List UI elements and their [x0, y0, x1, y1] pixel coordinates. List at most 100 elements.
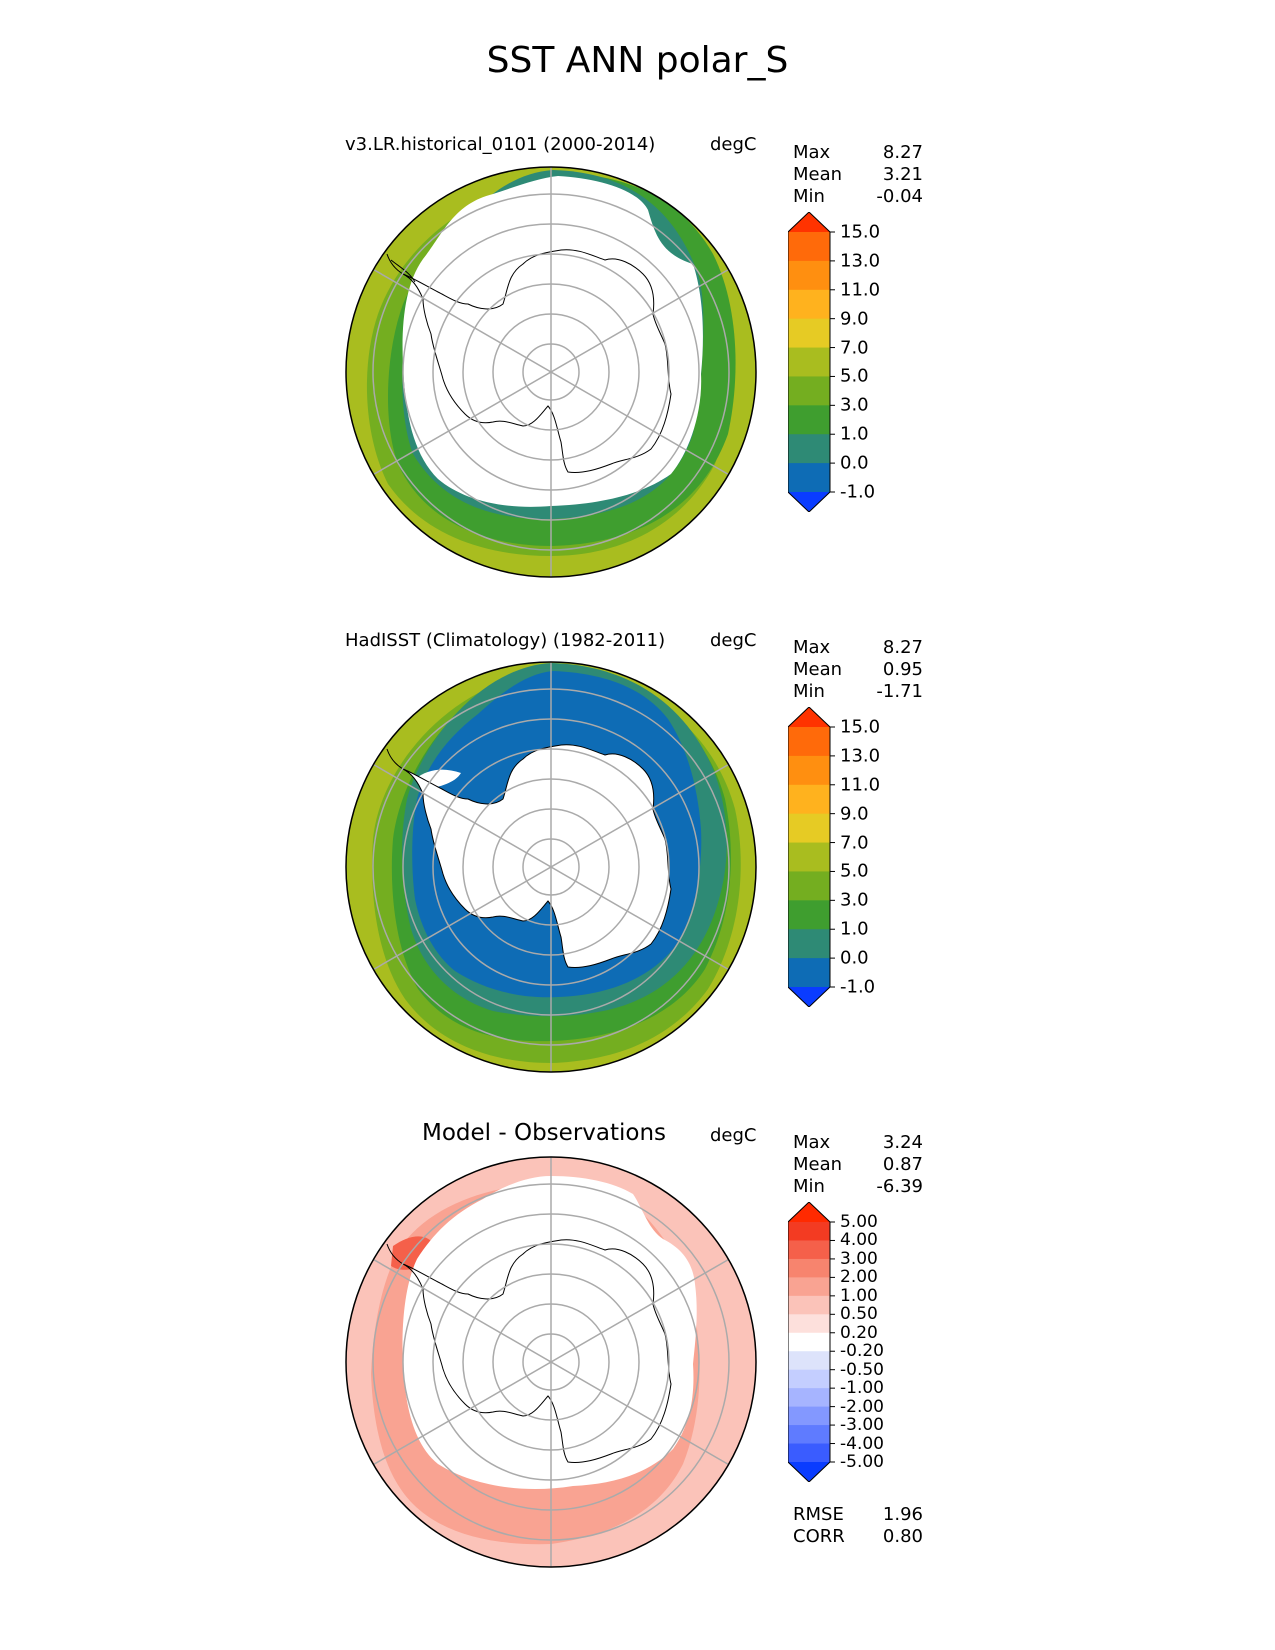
stat-min: Min -0.04 — [793, 186, 923, 208]
colorbar-tick-label: 3.0 — [840, 889, 869, 911]
colorbar-segment — [788, 463, 830, 493]
colorbar-tick-label: 4.00 — [840, 1230, 878, 1251]
stat-label: Min — [793, 681, 825, 702]
colorbar-segment — [788, 958, 830, 988]
colorbar-tick-label: 1.0 — [840, 423, 869, 445]
colorbar-tick-label: -2.00 — [840, 1396, 884, 1417]
panel-model: v3.LR.historical_0101 (2000-2014) degC M… — [0, 120, 1275, 590]
colorbar-tick-label: -4.00 — [840, 1433, 884, 1454]
colorbar-segment — [788, 434, 830, 464]
stat-label: Max — [793, 1132, 831, 1153]
colorbar-extend-max — [788, 212, 830, 232]
colorbar-tick-label: 13.0 — [840, 745, 881, 767]
antarctica-landmass — [386, 744, 672, 968]
map-boundary — [345, 166, 757, 578]
stat-value: 0.87 — [882, 1154, 923, 1175]
stat-label: Max — [793, 637, 831, 658]
colorbar-segment — [788, 232, 830, 262]
colorbar-segment — [788, 1258, 830, 1278]
colorbar-segment — [788, 871, 830, 901]
colorbar-segment — [788, 1388, 830, 1408]
colorbar-extend-min — [788, 492, 830, 512]
colorbar-tick-label: 0.20 — [840, 1322, 878, 1343]
colorbar-tick-label: -3.00 — [840, 1415, 884, 1436]
colorbar-segment — [788, 405, 830, 435]
figure-title: SST ANN polar_S — [486, 40, 789, 81]
map-boundary — [345, 661, 757, 1073]
colorbar-tick-label: 3.0 — [840, 394, 869, 416]
colorbar-segment — [788, 1443, 830, 1463]
colorbar-segment — [788, 1406, 830, 1426]
colorbar-tick-label: 1.00 — [840, 1285, 878, 1306]
stat-mean: Mean 3.21 — [793, 164, 923, 186]
map-boundary — [345, 1156, 757, 1568]
stat-corr: CORR 0.80 — [793, 1526, 923, 1548]
polar-map-difference — [345, 1156, 757, 1568]
stat-label: Max — [793, 142, 831, 163]
colorbar-tick-label: 1.0 — [840, 918, 869, 940]
colorbar-extend-min — [788, 987, 830, 1007]
stat-label: RMSE — [793, 1504, 844, 1525]
colorbar-model — [788, 212, 835, 512]
colorbar-segment — [788, 727, 830, 757]
colorbar-tick-label: 15.0 — [840, 221, 881, 243]
polar-map-observations — [345, 661, 757, 1073]
colorbar-tick-label: -1.0 — [840, 481, 876, 503]
colorbar-tick-label: 5.0 — [840, 365, 869, 387]
colorbar-segment — [788, 1425, 830, 1445]
colorbar-tick-label: 5.0 — [840, 860, 869, 882]
stat-rmse: RMSE 1.96 — [793, 1504, 923, 1526]
stat-label: Mean — [793, 164, 843, 185]
colorbar-tick-label: 13.0 — [840, 250, 881, 272]
stat-value: 8.27 — [882, 142, 923, 163]
error-stats-box: RMSE 1.96 CORR 0.80 — [793, 1504, 923, 1548]
colorbar-tick-label: 2.00 — [840, 1267, 878, 1288]
stat-value: 0.95 — [882, 659, 923, 680]
stat-max: Max 3.24 — [793, 1132, 923, 1154]
colorbar-segment — [788, 842, 830, 872]
graticule — [372, 1157, 730, 1567]
colorbar-extend-min — [788, 1462, 830, 1482]
panel-title: v3.LR.historical_0101 (2000-2014) — [345, 134, 656, 155]
stat-min: Min -6.39 — [793, 1176, 923, 1198]
colorbar-tick-label: -0.20 — [840, 1341, 884, 1362]
colorbar-segment — [788, 900, 830, 930]
colorbar-segment — [788, 1240, 830, 1260]
colorbar-segment — [788, 1332, 830, 1352]
stats-box: Max 8.27 Mean 0.95 Min -1.71 — [793, 637, 923, 703]
colorbar-tick-label: 0.0 — [840, 947, 869, 969]
colorbar-tick-label: 9.0 — [840, 803, 869, 825]
colorbar-tick-label: 7.0 — [840, 832, 869, 854]
colorbar-segment — [788, 755, 830, 786]
stat-value: -0.04 — [876, 186, 923, 207]
colorbar-segment — [788, 318, 830, 349]
colorbar-segment — [788, 1277, 830, 1297]
colorbar-observations — [788, 707, 835, 1007]
panel-observations: HadISST (Climatology) (1982-2011) degC M… — [0, 615, 1275, 1085]
stat-value: 1.96 — [882, 1504, 923, 1525]
panel-title: Model - Observations — [422, 1120, 667, 1146]
stat-min: Min -1.71 — [793, 681, 923, 703]
colorbar-segment — [788, 289, 830, 320]
stat-label: Min — [793, 1176, 825, 1197]
stats-box: Max 8.27 Mean 3.21 Min -0.04 — [793, 142, 923, 208]
colorbar-tick-label: 0.50 — [840, 1304, 878, 1325]
graticule — [372, 662, 730, 1072]
stat-value: -1.71 — [876, 681, 923, 702]
graticule — [372, 167, 730, 577]
stat-value: -6.39 — [876, 1176, 923, 1197]
stat-max: Max 8.27 — [793, 142, 923, 164]
stat-max: Max 8.27 — [793, 637, 923, 659]
stat-value: 8.27 — [882, 637, 923, 658]
colorbar-tick-label: -1.0 — [840, 976, 876, 998]
colorbar-tick-label: -1.00 — [840, 1378, 884, 1399]
stat-label: Mean — [793, 1154, 843, 1175]
colorbar-tick-label: 0.0 — [840, 452, 869, 474]
units-label: degC — [710, 134, 757, 155]
stat-label: Min — [793, 186, 825, 207]
colorbar-tick-label: 9.0 — [840, 308, 869, 330]
panel-title: HadISST (Climatology) (1982-2011) — [345, 630, 666, 651]
stats-box: Max 3.24 Mean 0.87 Min -6.39 — [793, 1132, 923, 1198]
stat-label: Mean — [793, 659, 843, 680]
colorbar-tick-label: 7.0 — [840, 337, 869, 359]
